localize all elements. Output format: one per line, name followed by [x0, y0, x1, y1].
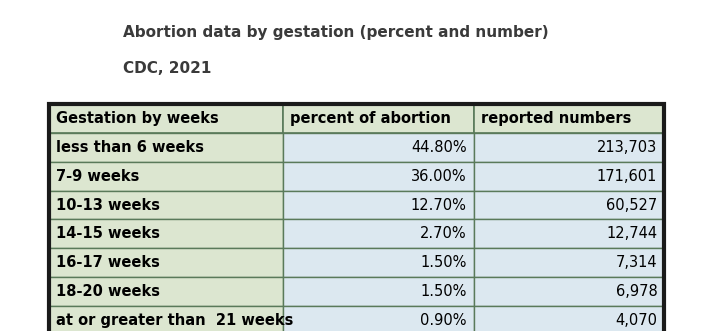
Text: 6,978: 6,978 [616, 284, 657, 299]
Text: 44.80%: 44.80% [411, 140, 467, 155]
FancyBboxPatch shape [49, 133, 283, 162]
Text: 2.70%: 2.70% [420, 226, 467, 241]
Text: at or greater than  21 weeks: at or greater than 21 weeks [56, 313, 294, 328]
Text: 36.00%: 36.00% [411, 169, 467, 184]
Text: less than 6 weeks: less than 6 weeks [56, 140, 205, 155]
FancyBboxPatch shape [49, 277, 283, 306]
FancyBboxPatch shape [49, 248, 283, 277]
FancyBboxPatch shape [283, 306, 474, 331]
FancyBboxPatch shape [474, 277, 664, 306]
FancyBboxPatch shape [49, 191, 283, 219]
FancyBboxPatch shape [474, 306, 664, 331]
Text: 12,744: 12,744 [606, 226, 657, 241]
Text: 16-17 weeks: 16-17 weeks [56, 255, 160, 270]
FancyBboxPatch shape [49, 219, 283, 248]
Text: 14-15 weeks: 14-15 weeks [56, 226, 160, 241]
FancyBboxPatch shape [474, 191, 664, 219]
Text: 18-20 weeks: 18-20 weeks [56, 284, 160, 299]
Text: 12.70%: 12.70% [411, 198, 467, 213]
FancyBboxPatch shape [283, 162, 474, 191]
FancyBboxPatch shape [474, 133, 664, 162]
Text: percent of abortion: percent of abortion [290, 111, 451, 126]
Text: 1.50%: 1.50% [420, 255, 467, 270]
FancyBboxPatch shape [283, 277, 474, 306]
FancyBboxPatch shape [474, 248, 664, 277]
FancyBboxPatch shape [49, 162, 283, 191]
FancyBboxPatch shape [49, 104, 283, 133]
Text: 7,314: 7,314 [616, 255, 657, 270]
FancyBboxPatch shape [283, 104, 474, 133]
Text: reported numbers: reported numbers [481, 111, 631, 126]
FancyBboxPatch shape [474, 162, 664, 191]
FancyBboxPatch shape [283, 191, 474, 219]
Text: 7-9 weeks: 7-9 weeks [56, 169, 140, 184]
Text: CDC, 2021: CDC, 2021 [123, 61, 212, 76]
FancyBboxPatch shape [49, 306, 283, 331]
Text: 0.90%: 0.90% [420, 313, 467, 328]
Text: Abortion data by gestation (percent and number): Abortion data by gestation (percent and … [123, 25, 548, 40]
FancyBboxPatch shape [283, 133, 474, 162]
Text: 60,527: 60,527 [606, 198, 657, 213]
FancyBboxPatch shape [474, 219, 664, 248]
FancyBboxPatch shape [283, 248, 474, 277]
Text: Gestation by weeks: Gestation by weeks [56, 111, 219, 126]
Text: 171,601: 171,601 [597, 169, 657, 184]
Text: 213,703: 213,703 [597, 140, 657, 155]
Text: 1.50%: 1.50% [420, 284, 467, 299]
FancyBboxPatch shape [283, 219, 474, 248]
Text: 4,070: 4,070 [615, 313, 657, 328]
Text: 10-13 weeks: 10-13 weeks [56, 198, 160, 213]
FancyBboxPatch shape [474, 104, 664, 133]
